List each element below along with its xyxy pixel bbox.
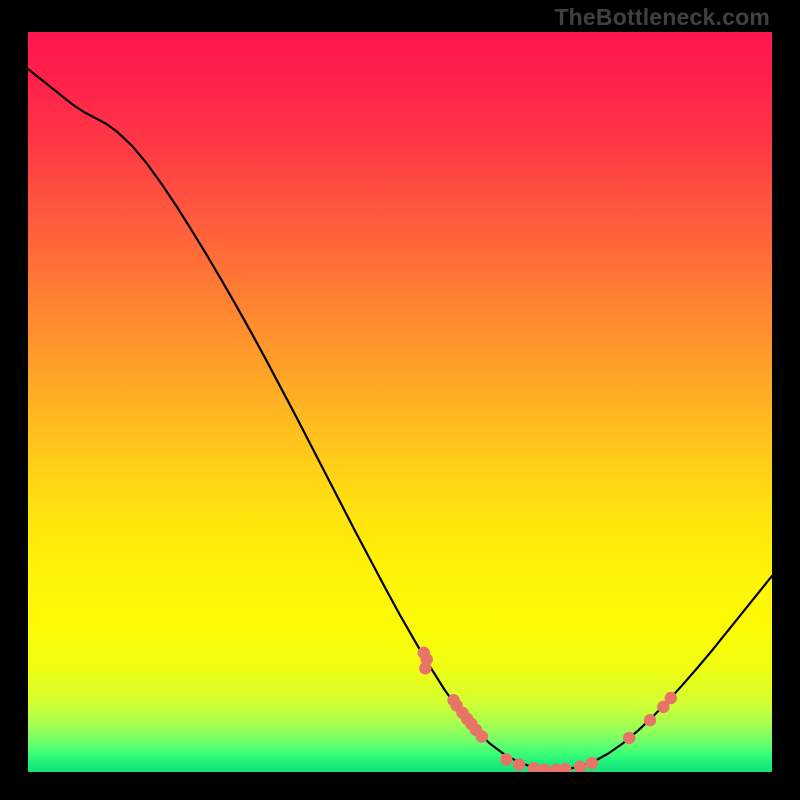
data-marker xyxy=(665,692,677,704)
chart-svg xyxy=(28,32,772,772)
bottleneck-curve-chart xyxy=(28,32,772,772)
data-marker xyxy=(513,758,525,770)
data-marker xyxy=(623,732,635,744)
data-marker xyxy=(476,730,488,742)
data-marker xyxy=(419,662,431,674)
data-marker xyxy=(644,714,656,726)
watermark-text: TheBottleneck.com xyxy=(554,4,770,31)
chart-background xyxy=(28,32,772,772)
data-marker xyxy=(586,757,598,769)
data-marker xyxy=(500,753,512,765)
